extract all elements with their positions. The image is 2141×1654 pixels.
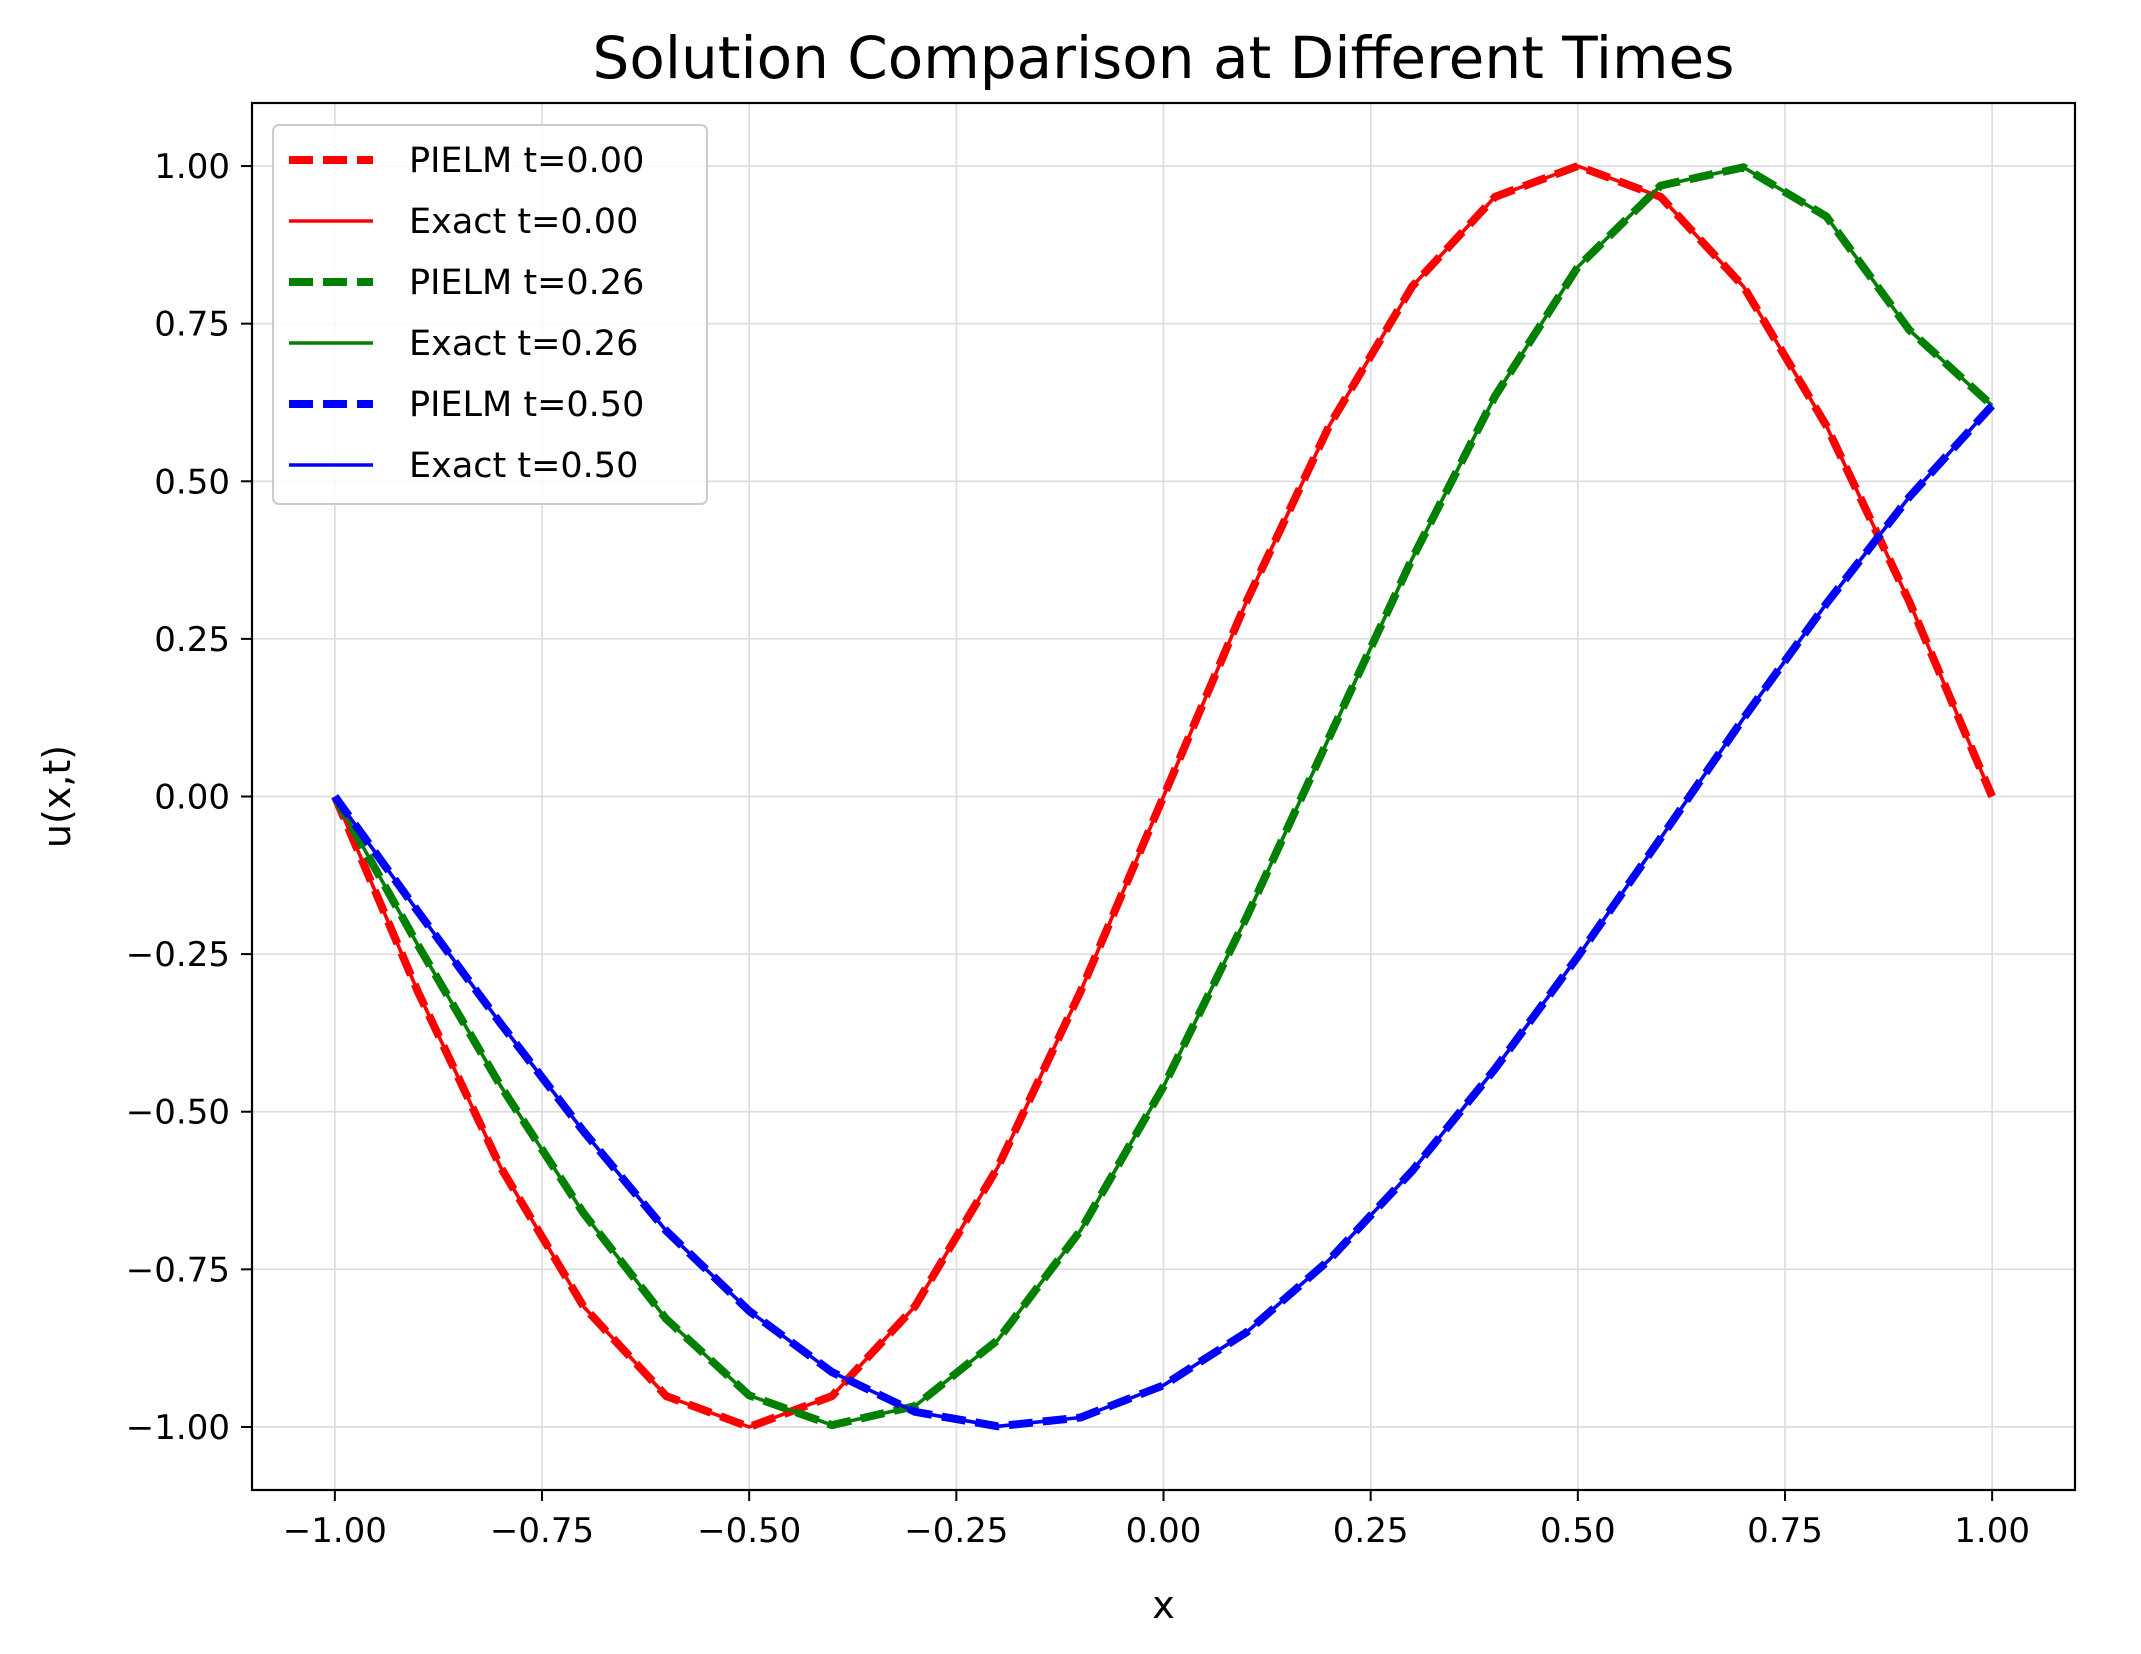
x-tick-label: 0.00 [1126,1511,1202,1551]
series-line-3 [333,165,1994,1427]
x-tick-label: 0.50 [1540,1511,1616,1551]
legend-box [272,124,708,505]
legend-label-5: Exact t=0.50 [409,446,638,486]
legend-label-0: PIELM t=0.00 [409,141,644,181]
y-tick-label: −0.25 [126,935,230,975]
legend-label-4: PIELM t=0.50 [409,385,644,425]
x-tick-label: −0.50 [697,1511,801,1551]
x-tick-label: 0.25 [1333,1511,1409,1551]
y-tick-label: 0.75 [154,305,230,345]
y-tick-label: 0.50 [154,462,230,502]
legend-label-1: Exact t=0.00 [409,202,638,242]
y-tick-label: 1.00 [154,147,230,187]
y-tick-label: −0.50 [126,1093,230,1133]
x-tick-label: −0.25 [904,1511,1008,1551]
y-tick-label: 0.00 [154,778,230,818]
series-line-5 [333,404,1994,1429]
x-tick-label: 1.00 [1954,1511,2030,1551]
y-tick-label: −0.75 [126,1250,230,1290]
y-axis-label: u(x,t) [35,745,79,848]
plot-area [331,162,1996,1431]
y-tick-label: 0.25 [154,620,230,660]
x-axis-label: x [1152,1583,1175,1627]
legend-label-2: PIELM t=0.26 [409,263,644,303]
x-tick-label: −1.00 [283,1511,387,1551]
legend: PIELM t=0.00 Exact t=0.00 PIELM t=0.26 Exac… [272,124,708,505]
axis-ticks: −1.00 −0.75 −0.50 −0.25 0.00 0.25 0.50 0.75 1.00… [126,147,2030,1551]
y-tick-label: −1.00 [126,1408,230,1448]
legend-label-3: Exact t=0.26 [409,324,638,364]
x-tick-label: −0.75 [490,1511,594,1551]
series-line-1 [333,164,1994,1429]
x-tick-label: 0.75 [1747,1511,1823,1551]
chart-title: Solution Comparison at Different Times [593,24,1735,92]
